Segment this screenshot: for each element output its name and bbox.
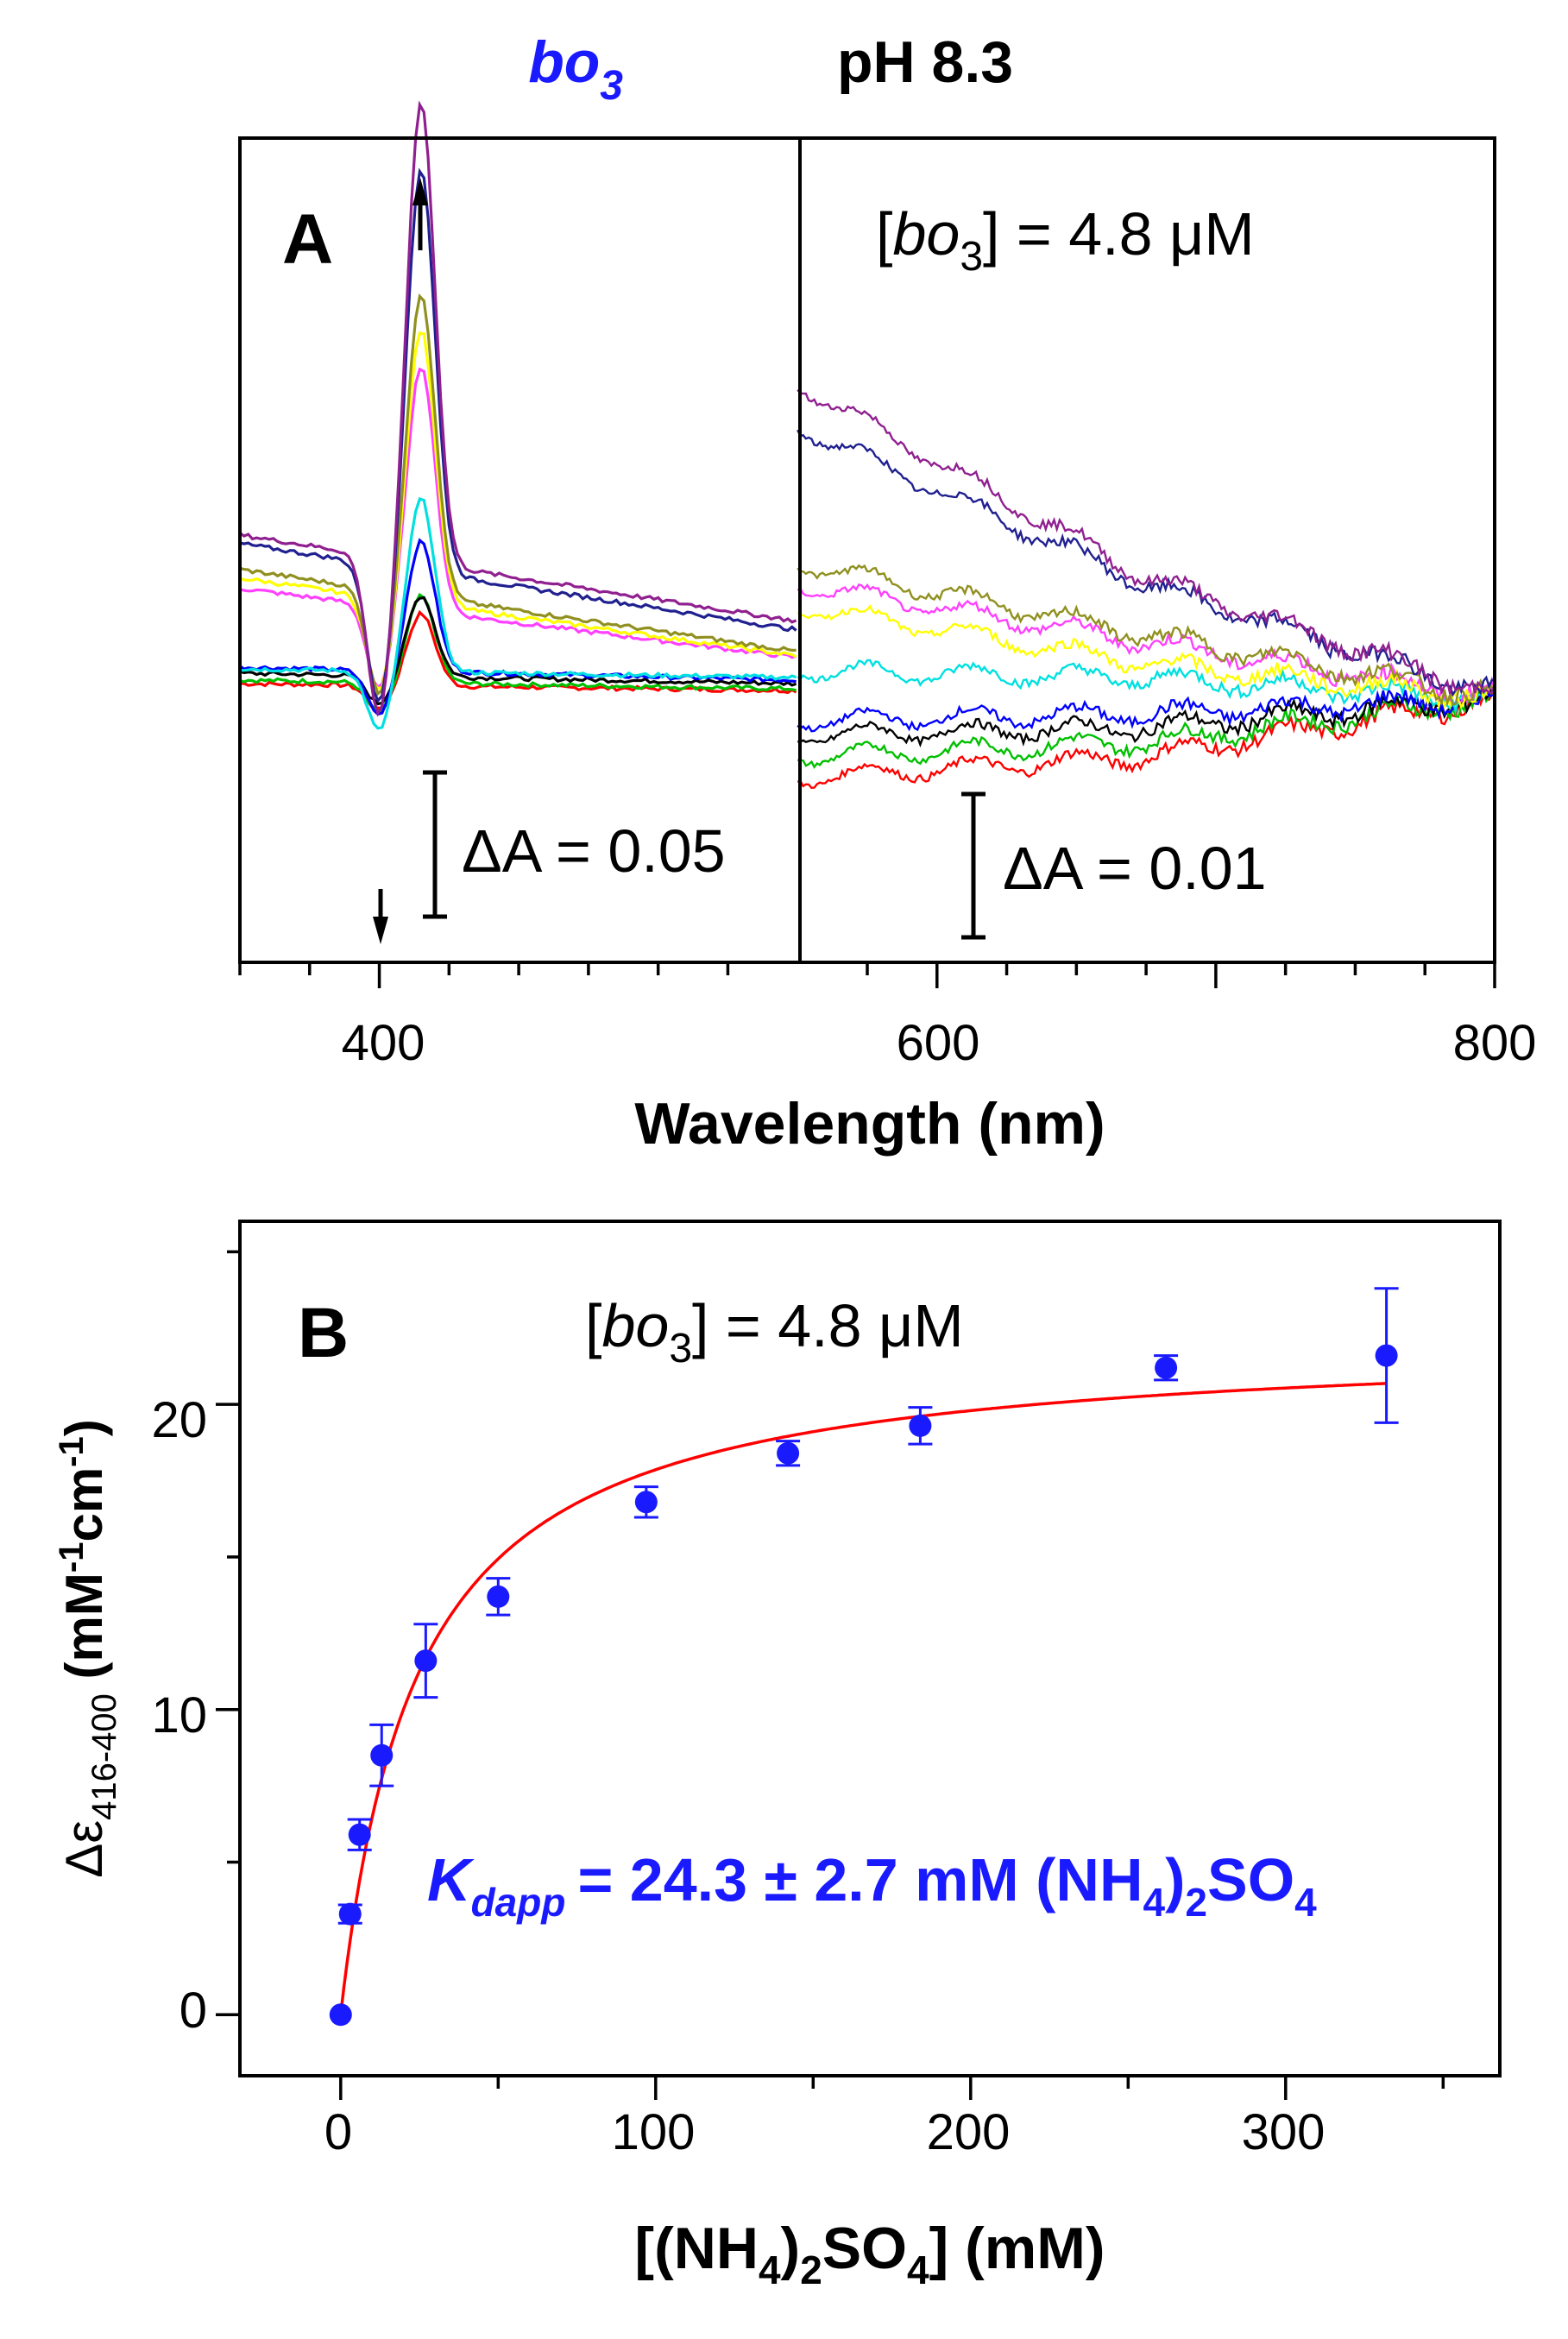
- scale-bar-right: [961, 791, 986, 940]
- arrow-up: [412, 178, 428, 250]
- kd-text-3: SO: [1207, 1846, 1294, 1913]
- data-point: [634, 1491, 658, 1514]
- enzyme-title-subscript: 3: [600, 63, 623, 109]
- spectrum-left-trace-5: [240, 496, 797, 730]
- spectrum-left-trace-9: [239, 167, 797, 703]
- data-point: [1375, 1344, 1398, 1367]
- panel-b-x-tick-label-200: 200: [927, 2104, 1011, 2160]
- panel-b-x-tick-label-300: 300: [1242, 2104, 1326, 2160]
- panel-a: A [bo3] = 4.8 μM ΔA = 0.05 ΔA = 0.01 400…: [238, 100, 1537, 1157]
- panel-b-y-tick-label-0: 0: [179, 1983, 207, 2039]
- enzyme-title: bo3: [528, 29, 623, 109]
- spectrum-left-trace-7: [239, 331, 797, 690]
- panel-a-traces-right: [797, 388, 1496, 790]
- kd-sub-2: 2: [1185, 1880, 1207, 1925]
- spectrum-left-trace-8: [239, 293, 797, 697]
- panel-a-annotation-suffix: ] = 4.8 μM: [983, 200, 1255, 268]
- data-point: [414, 1649, 438, 1673]
- spectrum-right-trace-9: [797, 429, 1496, 697]
- panel-a-traces-left: [239, 100, 797, 730]
- panel-a-x-tick-label-800: 800: [1453, 1015, 1537, 1071]
- panel-b-annotation: [bo3] = 4.8 μM: [585, 1292, 964, 1371]
- spectrum-right-trace-6: [797, 583, 1496, 705]
- panel-b-x-tick-label-100: 100: [612, 2104, 696, 2160]
- panel-a-annotation-prefix: [: [876, 200, 892, 268]
- panel-b-annotation-species: bo: [601, 1292, 669, 1359]
- panel-b: B [bo3] = 4.8 μM Kdapp = 24.3 ± 2.7 mM (N…: [53, 1220, 1502, 2292]
- arrow-down: [373, 889, 388, 944]
- panel-b-y-axis-title: Δε416-400 (mM-1cm-1): [53, 1419, 123, 1877]
- panel-a-letter: A: [282, 200, 333, 279]
- spectrum-right-trace-4: [797, 685, 1496, 733]
- spectrum-left-trace-2: [239, 592, 797, 713]
- panel-a-annotation-sub: 3: [960, 234, 983, 280]
- panel-a-x-tick-label-400: 400: [342, 1015, 425, 1071]
- spectrum-right-trace-8: [797, 564, 1496, 707]
- panel-b-ticks: [216, 1250, 1445, 2100]
- panel-b-letter: B: [298, 1294, 349, 1372]
- panel-a-x-ticks: [238, 962, 1496, 988]
- kd-symbol: K: [427, 1846, 475, 1913]
- spectrum-right-trace-2: [797, 684, 1496, 769]
- data-point: [1155, 1356, 1178, 1379]
- panel-b-annotation-suffix: ] = 4.8 μM: [692, 1292, 964, 1359]
- data-points: [329, 1287, 1399, 2027]
- panel-b-frame: [238, 1220, 1502, 2077]
- spectrum-left-trace-10: [239, 100, 797, 717]
- panel-a-annotation: [bo3] = 4.8 μM: [876, 200, 1255, 280]
- panel-a-x-tick-label-600: 600: [897, 1015, 980, 1071]
- scale-bar-right-label: ΔA = 0.01: [1003, 835, 1267, 902]
- panel-b-annotation-prefix: [: [585, 1292, 601, 1359]
- kd-sub-4b: 4: [1294, 1880, 1317, 1925]
- panel-b-x-axis-title: [(NH4)2SO4] (mM): [634, 2216, 1105, 2292]
- spectrum-left-trace-6: [239, 367, 797, 690]
- spectrum-right-trace-3: [797, 684, 1496, 748]
- panel-a-x-axis-title: Wavelength (nm): [634, 1091, 1105, 1157]
- panel-a-annotation-species: bo: [892, 200, 960, 268]
- data-point: [338, 1902, 362, 1926]
- scale-bar-left-label: ΔA = 0.05: [462, 817, 726, 885]
- data-point: [348, 1823, 371, 1846]
- kd-label: Kdapp = 24.3 ± 2.7 mM (NH4)2SO4: [427, 1846, 1317, 1925]
- spectrum-left-trace-1: [239, 609, 797, 711]
- panel-b-annotation-sub: 3: [669, 1326, 692, 1371]
- panel-a-frame: [238, 136, 1496, 964]
- spectrum-right-trace-10: [797, 388, 1496, 695]
- data-point: [370, 1743, 394, 1767]
- condition-title: pH 8.3: [837, 29, 1013, 95]
- spectrum-right-trace-7: [797, 604, 1496, 711]
- kd-symbol-sub: dapp: [471, 1880, 566, 1925]
- kd-text: = 24.3 ± 2.7 mM (NH: [577, 1846, 1143, 1913]
- panel-b-x-tick-label-0: 0: [324, 2104, 352, 2160]
- scale-bar-left: [423, 770, 447, 919]
- data-point: [777, 1441, 800, 1465]
- fit-curve: [339, 1382, 1387, 2015]
- panel-b-y-tick-label-20: 20: [151, 1392, 207, 1448]
- data-point: [329, 2003, 352, 2027]
- data-point: [909, 1414, 932, 1437]
- kd-sub-4: 4: [1143, 1880, 1166, 1925]
- spectrum-left-trace-3: [239, 596, 797, 706]
- panel-b-y-tick-label-10: 10: [151, 1687, 207, 1743]
- kd-text-2: ): [1165, 1846, 1185, 1913]
- data-point: [487, 1585, 510, 1608]
